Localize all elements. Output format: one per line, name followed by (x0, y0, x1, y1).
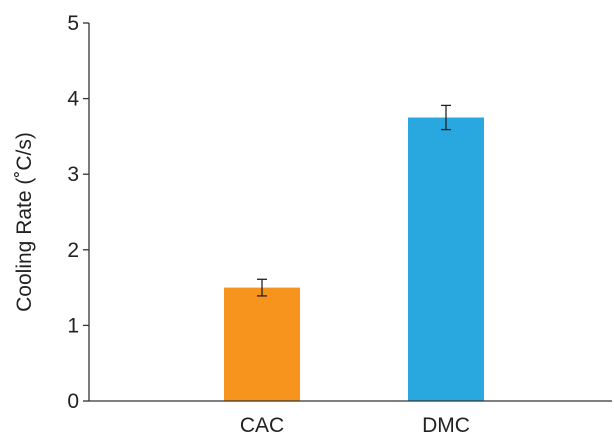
y-tick-label: 0 (67, 390, 79, 413)
bar-cac (224, 287, 300, 401)
error-bar-cac (257, 278, 267, 297)
y-tick-label: 2 (67, 239, 79, 262)
y-axis-title: Cooling Rate (˚C/s) (13, 132, 36, 312)
y-axis-ticks: 0 1 2 3 4 5 (67, 12, 89, 413)
error-bars (257, 104, 451, 297)
bars (224, 117, 484, 401)
x-tick-label-cac: CAC (240, 414, 284, 437)
x-tick-label-dmc: DMC (422, 414, 470, 437)
error-bar-dmc (441, 104, 451, 131)
bar-dmc (408, 117, 484, 401)
y-tick-label: 4 (67, 88, 79, 111)
x-axis-labels: CAC DMC (240, 414, 470, 437)
y-tick-label: 1 (67, 314, 79, 337)
y-tick-label: 3 (67, 163, 79, 186)
y-tick-label: 5 (67, 12, 79, 35)
